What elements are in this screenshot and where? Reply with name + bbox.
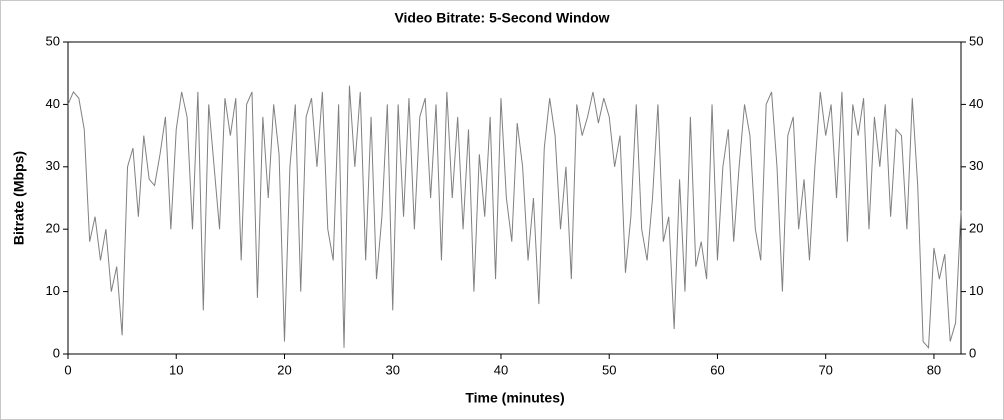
y-tick-label: 0 (53, 345, 60, 360)
x-tick-label: 60 (710, 362, 724, 377)
x-tick-label: 80 (927, 362, 941, 377)
x-tick-label: 40 (494, 362, 508, 377)
y2-tick-label: 20 (969, 221, 983, 236)
x-tick-label: 10 (169, 362, 183, 377)
x-tick-label: 0 (64, 362, 71, 377)
plot-area (67, 41, 962, 355)
y-tick-label: 30 (46, 158, 60, 173)
y-tick-label: 40 (46, 96, 60, 111)
x-tick-label: 30 (385, 362, 399, 377)
x-tick-label: 20 (277, 362, 291, 377)
chart-title: Video Bitrate: 5-Second Window (394, 10, 609, 26)
y2-tick-label: 30 (969, 158, 983, 173)
x-axis-label: Time (minutes) (465, 390, 564, 406)
y2-tick-label: 0 (969, 345, 976, 360)
y2-tick-label: 50 (969, 33, 983, 48)
y-axis-label: Bitrate (Mbps) (11, 151, 27, 245)
y2-tick-label: 40 (969, 96, 983, 111)
y2-tick-label: 10 (969, 283, 983, 298)
x-tick-label: 70 (818, 362, 832, 377)
y-tick-label: 50 (46, 33, 60, 48)
x-tick-label: 50 (602, 362, 616, 377)
y-tick-label: 10 (46, 283, 60, 298)
data-line (67, 85, 962, 350)
y-tick-label: 20 (46, 221, 60, 236)
